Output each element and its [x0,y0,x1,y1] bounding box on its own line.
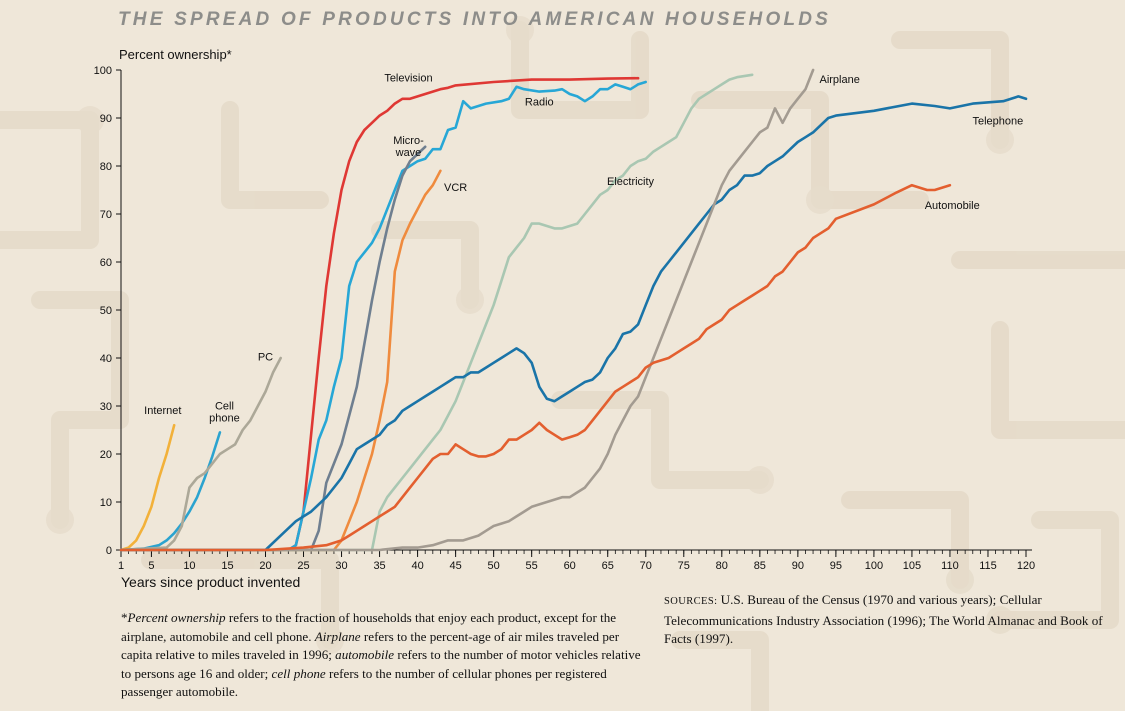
chart-title: THE SPREAD OF PRODUCTS INTO AMERICAN HOU… [118,9,832,30]
series-line-vcr [119,169,442,552]
y-tick-label: 0 [106,545,112,557]
x-tick-label: 95 [830,560,842,572]
x-tick-label: 105 [903,560,921,572]
series-line-airplane [119,68,815,552]
footnote-term-cell-phone: cell phone [271,665,326,681]
series-label-cell-phone: Cell phone [209,400,240,424]
footnote-term-percent-ownership: Percent ownership [127,610,226,625]
y-tick-label: 80 [100,161,112,173]
series-label-television: Television [384,73,432,85]
y-tick-label: 100 [94,65,112,77]
series-label-line: Automobile [925,200,980,212]
footnote-term-automobile: automobile [335,647,395,663]
y-tick-label: 20 [100,449,112,461]
x-tick-label: 75 [678,560,690,572]
series-label-line: Micro- [393,135,424,147]
series-label-micro-wave: Micro-wave [393,135,424,159]
x-tick-label: 80 [716,560,728,572]
sources-label: SOURCES: [664,596,718,607]
y-tick-label: 40 [100,353,112,365]
x-tick-label: 15 [221,560,233,572]
x-tick-label: 90 [792,560,804,572]
series-label-line: Airplane [819,74,859,86]
series-line-radio [119,80,647,552]
y-tick-label: 70 [100,209,112,221]
footnote-term-airplane: Airplane [314,628,361,644]
series-label-airplane: Airplane [819,74,859,86]
x-tick-label: 5 [148,560,154,572]
series-label-line: Electricity [607,176,655,188]
series-label-telephone: Telephone [972,116,1023,128]
series-line-telephone [119,95,1028,552]
x-tick-label: 40 [411,560,423,572]
series-label-line: PC [258,351,273,363]
y-tick-label: 30 [100,401,112,413]
x-tick-label: 50 [488,560,500,572]
x-tick-label: 20 [259,560,271,572]
x-tick-label: 115 [979,560,997,572]
series-label-electricity: Electricity [607,176,655,188]
x-axis-label: Years since product invented [121,574,301,590]
footnote-part-9: refers to the number of cellular phones … [121,665,607,700]
footnote: *Percent ownership refers to the fractio… [121,609,641,702]
x-tick-label: 100 [865,560,883,572]
series-line-cell-phone [119,431,222,552]
series-label-automobile: Automobile [925,200,980,212]
x-tick-label: 120 [1017,560,1035,572]
x-tick-label: 110 [941,560,959,572]
footnote-part-1: * [121,610,128,625]
x-tick-label: 10 [183,560,195,572]
series-line-automobile [119,183,952,552]
x-tick-label: 65 [602,560,614,572]
series-label-line: Cell [215,400,234,412]
series-line-micro-wave [119,145,427,552]
series-label-radio: Radio [525,97,554,109]
y-tick-label: 50 [100,305,112,317]
x-tick-label: 1 [118,560,124,572]
sources-text: U.S. Bureau of the Census (1970 and vari… [664,592,1103,647]
x-tick-label: 45 [449,560,461,572]
series-label-line: Radio [525,97,554,109]
footnote-part-3: refers to the fraction of households tha… [121,610,617,644]
x-tick-label: 25 [297,560,309,572]
footnote-part-7: refers to the number of motor vehicles r… [121,647,641,681]
series-label-line: Internet [144,405,181,417]
footnote-part-5: refers to the percent-age of air miles t… [121,628,620,663]
y-tick-label: 90 [100,113,112,125]
y-axis-label: Percent ownership* [119,47,232,62]
series-line-television [119,76,640,552]
x-tick-label: 30 [335,560,347,572]
series-label-line: VCR [444,182,467,194]
series-label-line: phone [209,412,240,424]
x-tick-label: 35 [373,560,385,572]
series-label-line: Telephone [972,116,1023,128]
sources-note: SOURCES: U.S. Bureau of the Census (1970… [664,591,1104,649]
series-line-pc [119,356,282,552]
x-tick-label: 55 [526,560,538,572]
series-line-electricity [119,73,754,552]
series-line-internet [119,423,176,552]
series-label-line: Television [384,73,432,85]
y-tick-label: 10 [100,497,112,509]
series-label-internet: Internet [144,405,181,417]
y-tick-label: 60 [100,257,112,269]
x-tick-label: 60 [564,560,576,572]
series-label-vcr: VCR [444,182,467,194]
x-tick-label: 70 [640,560,652,572]
series-label-line: wave [395,147,422,159]
x-tick-label: 85 [754,560,766,572]
series-label-pc: PC [258,351,273,363]
